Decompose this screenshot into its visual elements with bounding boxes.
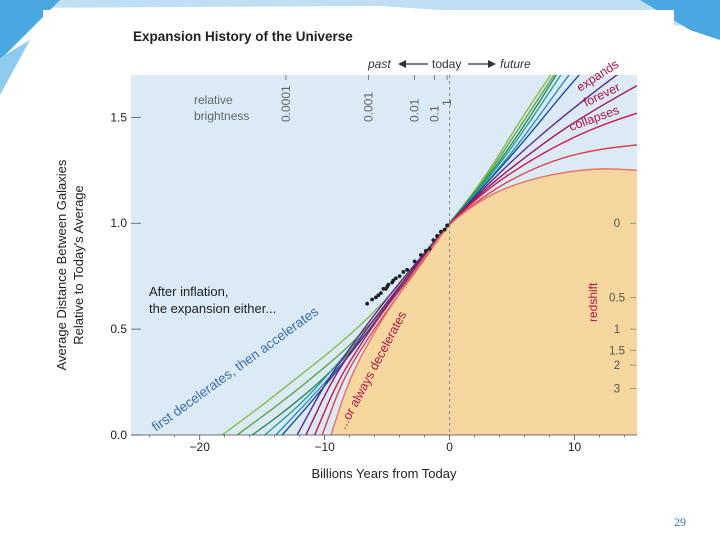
redshift-tick: 0.5: [609, 292, 625, 304]
observation-point: [385, 284, 390, 289]
observation-point: [423, 248, 428, 253]
redshift-tick: 1: [614, 324, 620, 336]
observation-point: [378, 291, 383, 296]
chart-title: Expansion History of the Universe: [133, 29, 353, 44]
future-arrowhead: [488, 60, 496, 68]
x-axis-label: Billions Years from Today: [311, 466, 457, 481]
x-tick-label: 0: [446, 440, 453, 454]
time-direction-labels: past today future: [367, 57, 531, 71]
series-line-11: [330, 168, 637, 435]
observation-point: [412, 259, 417, 264]
brightness-tick: 0.1: [428, 105, 442, 122]
brightness-tick: 0.01: [408, 98, 422, 122]
y-tick-label: 0.5: [110, 322, 127, 336]
inflation-note: After inflation, the expansion either...: [149, 284, 276, 316]
y-tick-label: 1.0: [110, 216, 127, 230]
redshift-tick: 3: [614, 383, 620, 395]
future-label: future: [500, 57, 531, 71]
y-axis-label-line-2: Relative to Today's Average: [71, 185, 86, 345]
observation-point: [405, 267, 410, 272]
brightness-tick: 0.001: [361, 92, 375, 122]
y-tick-label: 1.5: [110, 110, 127, 124]
observation-point: [391, 278, 396, 283]
redshift-tick: 0: [614, 218, 620, 230]
after-inflation-line-1: After inflation,: [149, 284, 229, 299]
observation-points: [365, 223, 449, 306]
observation-point: [401, 270, 406, 274]
redshift-tick: 1.5: [609, 345, 625, 357]
series-line-7: [296, 75, 619, 435]
redshift-tick: 2: [614, 360, 620, 372]
brightness-tick-labels: 0.0001 0.001 0.01 0.11: [279, 75, 454, 122]
today-label: today: [432, 57, 461, 71]
relative-brightness-line-2: brightness: [194, 109, 249, 123]
observation-point: [438, 229, 443, 234]
redshift-label: redshift: [586, 282, 600, 322]
observation-point: [365, 301, 370, 306]
brightness-tick: 1: [440, 99, 454, 106]
observation-point: [373, 295, 378, 300]
observation-point: [397, 274, 402, 279]
observation-point: [445, 223, 449, 228]
x-tick-label: 10: [568, 440, 582, 454]
relative-brightness-line-1: relative: [194, 93, 233, 107]
y-axis-ticks: 0.0 0.5 1.0 1.5: [110, 110, 141, 442]
slide-number: 29: [674, 515, 686, 529]
observation-point: [393, 276, 398, 281]
observation-point: [370, 297, 375, 302]
past-arrowhead: [398, 60, 406, 68]
y-tick-label: 0.0: [110, 428, 127, 442]
observation-point: [376, 293, 381, 298]
past-label: past: [367, 57, 391, 71]
brightness-annotation: relative brightness 0.0001 0.001 0.01 0.11: [194, 75, 454, 123]
y-axis-label-line-1: Average Distance Between Galaxies: [54, 159, 69, 370]
x-tick-label: −20: [190, 440, 211, 454]
brightness-tick: 0.0001: [279, 85, 293, 122]
after-inflation-line-2: the expansion either...: [149, 301, 276, 316]
plot-area: [131, 75, 637, 435]
observation-point: [418, 253, 423, 257]
observation-point: [427, 246, 432, 251]
x-tick-label: −10: [314, 440, 335, 454]
observation-point: [435, 234, 439, 238]
observation-point: [442, 227, 447, 232]
decelerating-region: [330, 168, 637, 435]
observation-point: [431, 238, 436, 243]
x-axis-ticks: −20 −10 0 10: [149, 435, 625, 454]
redshift-tick-labels: 0 0.5 1 1.5 2 3: [609, 218, 636, 395]
